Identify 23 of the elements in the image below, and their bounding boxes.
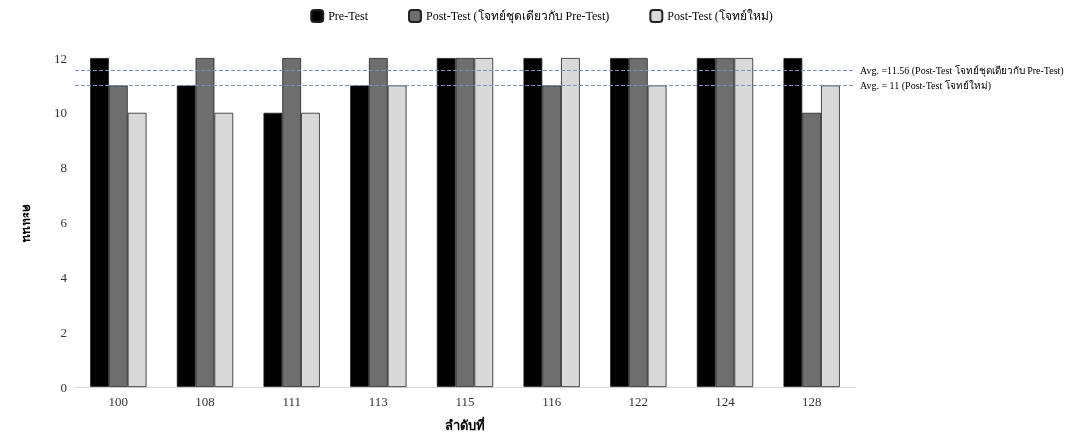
y-tick-label: 0 [60, 379, 67, 395]
y-tick-label: 6 [60, 215, 68, 230]
ref-line-label: Avg. =11.56 (Post-Test โจทย์ชุดเดียวกับ Pre-Test) [860, 63, 1064, 77]
x-tick-label: 111 [282, 394, 301, 409]
y-axis-title: คะแนน [20, 203, 34, 243]
x-tick-label: 128 [801, 394, 822, 409]
x-tick-label: 108 [195, 394, 215, 409]
x-tick-label: 100 [108, 394, 129, 409]
y-tick-label: 4 [60, 269, 68, 285]
x-tick-label: 113 [368, 394, 388, 409]
x-tick-label: 122 [628, 394, 649, 409]
x-tick-label: 115 [455, 394, 475, 409]
legend-label: Pre-Test [328, 9, 369, 23]
legend-label: Post-Test (โจทย์ชุดเดียวกับ Pre-Test) [426, 9, 610, 24]
legend-label: Post-Test (โจทย์ใหม่) [667, 9, 773, 23]
ref-line-label: Avg. = 11 (Post-Test โจทย์ใหม่) [860, 78, 991, 92]
x-axis-title: ลำดับที่ [445, 416, 485, 433]
y-tick-label: 10 [54, 105, 67, 121]
y-tick-label: 2 [60, 324, 67, 340]
x-tick-label: 124 [715, 394, 736, 409]
y-tick-label: 8 [60, 160, 67, 176]
y-tick-label: 12 [54, 50, 67, 66]
x-tick-label: 116 [542, 394, 562, 409]
